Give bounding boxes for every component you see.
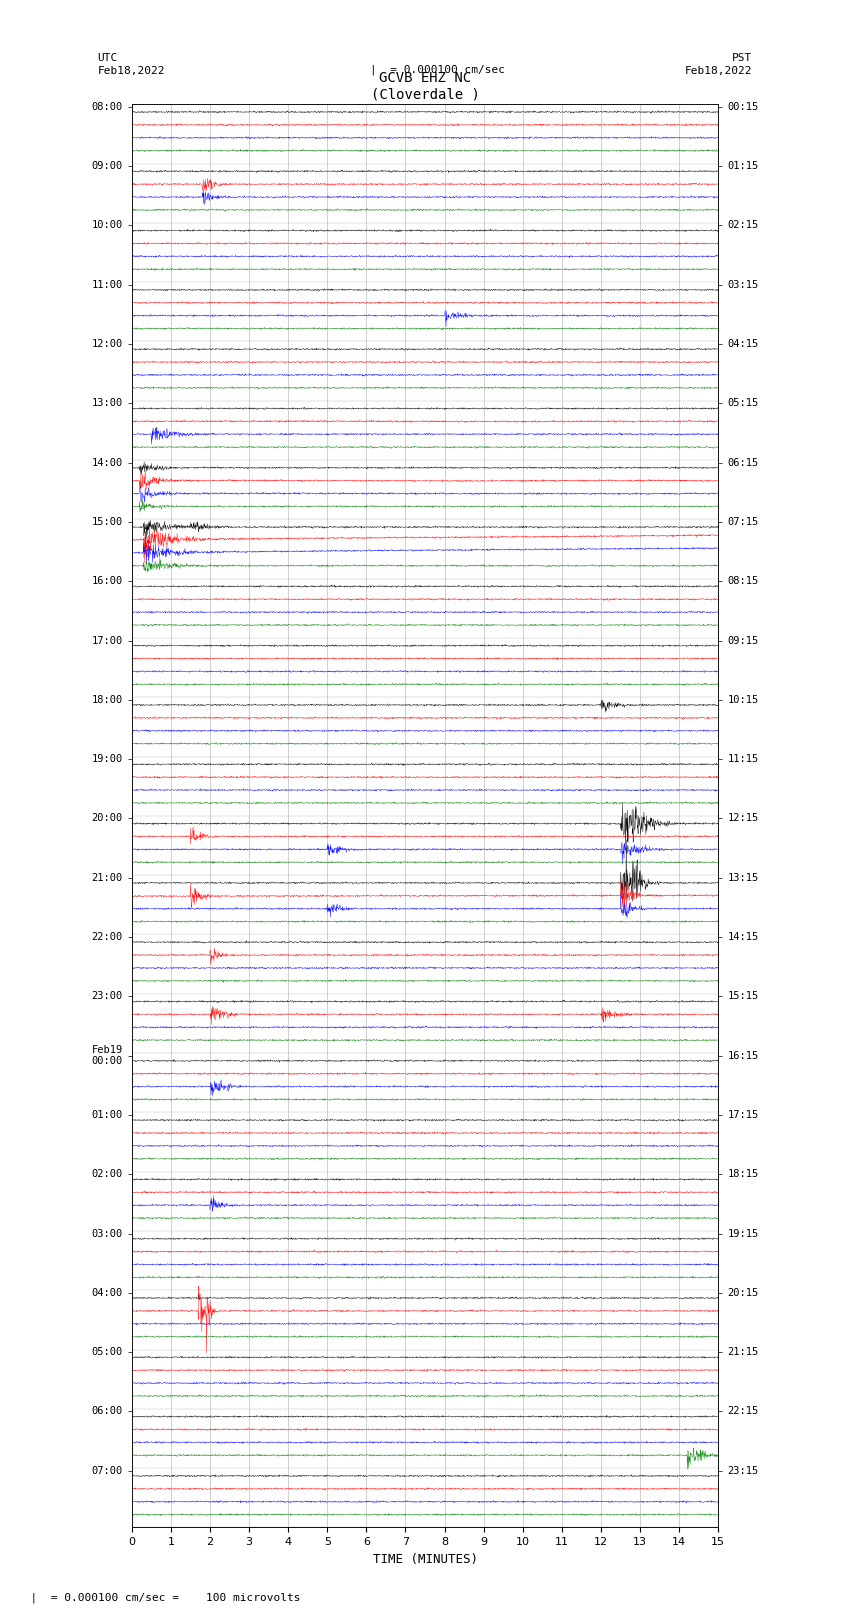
X-axis label: TIME (MINUTES): TIME (MINUTES) [372,1553,478,1566]
Text: PST
Feb18,2022: PST Feb18,2022 [685,53,752,76]
Text: UTC
Feb18,2022: UTC Feb18,2022 [98,53,165,76]
Title: GCVB EHZ NC
(Cloverdale ): GCVB EHZ NC (Cloverdale ) [371,71,479,102]
Text: |  = 0.000100 cm/sec =    100 microvolts: | = 0.000100 cm/sec = 100 microvolts [17,1592,301,1603]
Text: |  = 0.000100 cm/sec: | = 0.000100 cm/sec [370,65,505,76]
